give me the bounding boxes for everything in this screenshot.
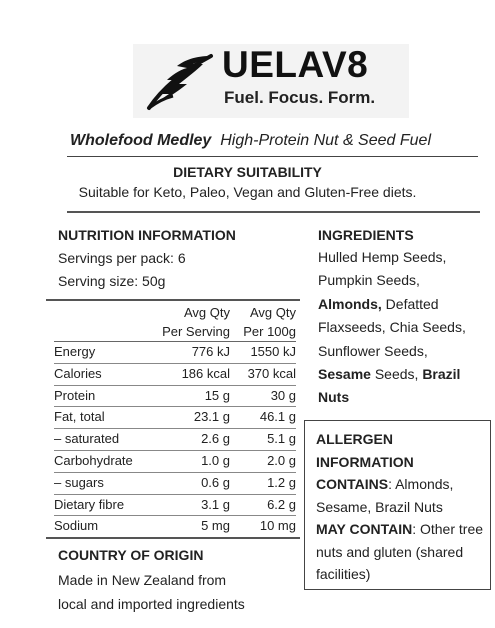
per-100g-value: 1550 kJ [230, 341, 296, 364]
per-serving-value: 23.1 g [144, 406, 230, 430]
per-serving-value: 2.6 g [144, 428, 230, 451]
per-serving-value: 776 kJ [144, 341, 230, 364]
table-row: Protein 15 g 30 g [54, 385, 296, 408]
table-row: – saturated 2.6 g 5.1 g [54, 428, 296, 451]
nutrient-name: Protein [54, 385, 144, 408]
nutrition-table: Avg Qty Avg Qty Per Serving Per 100g Ene… [54, 303, 296, 539]
country-heading: COUNTRY OF ORIGIN [58, 547, 204, 563]
dietary-text: Suitable for Keto, Paleo, Vegan and Glut… [78, 184, 417, 200]
nutrient-name: Fat, total [54, 406, 144, 430]
ingredient-allergen: Almonds, [318, 295, 382, 312]
per-100g-value: 5.1 g [230, 428, 296, 451]
divider [46, 299, 300, 301]
allergen-heading: ALLERGEN INFORMATION [316, 431, 414, 470]
product-descriptor: High-Protein Nut & Seed Fuel [220, 132, 431, 149]
table-row: Carbohydrate 1.0 g 2.0 g [54, 450, 296, 473]
product-name: Wholefood Medley [70, 132, 212, 149]
per-serving-value: 186 kcal [144, 363, 230, 386]
ingredients-text: Defatted Flaxseeds, Chia Seeds, Sunflowe… [318, 295, 466, 359]
nutrient-name: Dietary fibre [54, 494, 144, 517]
per-serving-value: 15 g [144, 385, 230, 408]
country-text: Made in New Zealand from [58, 572, 227, 588]
table-row: Sodium 5 mg 10 mg [54, 515, 296, 539]
ingredients-text: Seeds, [370, 366, 423, 383]
may-contain-label: MAY CONTAIN [316, 521, 413, 537]
nutrient-name: Sodium [54, 515, 144, 539]
dietary-heading: DIETARY SUITABILITY [173, 164, 322, 180]
per-serving-value: 0.6 g [144, 472, 230, 495]
fern-icon [147, 54, 213, 110]
nutrient-name: Energy [54, 341, 144, 364]
per-serving-value: 1.0 g [144, 450, 230, 473]
table-row: Dietary fibre 3.1 g 6.2 g [54, 494, 296, 517]
column-header: Per Serving [144, 322, 230, 342]
per-serving-value: 3.1 g [144, 494, 230, 517]
ingredient-allergen: Brazil Nuts [318, 366, 461, 406]
nutrient-name: – sugars [54, 472, 144, 495]
per-100g-value: 46.1 g [230, 406, 296, 430]
ingredient-allergen: Sesame [318, 366, 371, 383]
contains-text: : Almonds, Sesame, Brazil Nuts [316, 476, 454, 515]
column-header: Per 100g [230, 322, 296, 342]
ingredients-text: Hulled Hemp Seeds, Pumpkin Seeds, [318, 249, 447, 289]
nutrition-heading: NUTRITION INFORMATION [58, 227, 236, 243]
table-row: Fat, total 23.1 g 46.1 g [54, 406, 296, 430]
per-serving-value: 5 mg [144, 515, 230, 539]
per-100g-value: 30 g [230, 385, 296, 408]
per-100g-value: 10 mg [230, 515, 296, 539]
divider [46, 537, 300, 539]
serving-size: Serving size: 50g [58, 273, 166, 289]
column-header: Avg Qty [249, 305, 296, 320]
servings-per-pack: Servings per pack: 6 [58, 250, 186, 266]
per-100g-value: 2.0 g [230, 450, 296, 473]
per-100g-value: 370 kcal [230, 363, 296, 386]
divider [67, 156, 478, 157]
ingredients-heading: INGREDIENTS [318, 227, 414, 243]
country-text: local and imported ingredients [58, 596, 245, 612]
brand-tagline: Fuel. Focus. Form. [224, 88, 376, 107]
table-row: – sugars 0.6 g 1.2 g [54, 472, 296, 495]
may-contain-text: : Other tree nuts and gluten (shared fac… [316, 521, 484, 582]
nutrient-name: Calories [54, 363, 144, 386]
product-title: Wholefood Medley High-Protein Nut & Seed… [70, 132, 431, 150]
allergen-info: ALLERGEN INFORMATION CONTAINS: Almonds, S… [316, 428, 486, 586]
ingredients-list: Hulled Hemp Seeds, Pumpkin Seeds, Almond… [318, 246, 478, 410]
per-100g-value: 6.2 g [230, 494, 296, 517]
contains-label: CONTAINS [316, 476, 389, 492]
brand-name: UELAV8 [222, 44, 369, 85]
nutrient-name: Carbohydrate [54, 450, 144, 473]
divider [67, 211, 480, 213]
allergen-box [304, 420, 491, 590]
table-row: Calories 186 kcal 370 kcal [54, 363, 296, 386]
table-row: Energy 776 kJ 1550 kJ [54, 341, 296, 364]
nutrient-name: – saturated [54, 428, 144, 451]
per-100g-value: 1.2 g [230, 472, 296, 495]
column-header: Avg Qty [183, 305, 230, 320]
